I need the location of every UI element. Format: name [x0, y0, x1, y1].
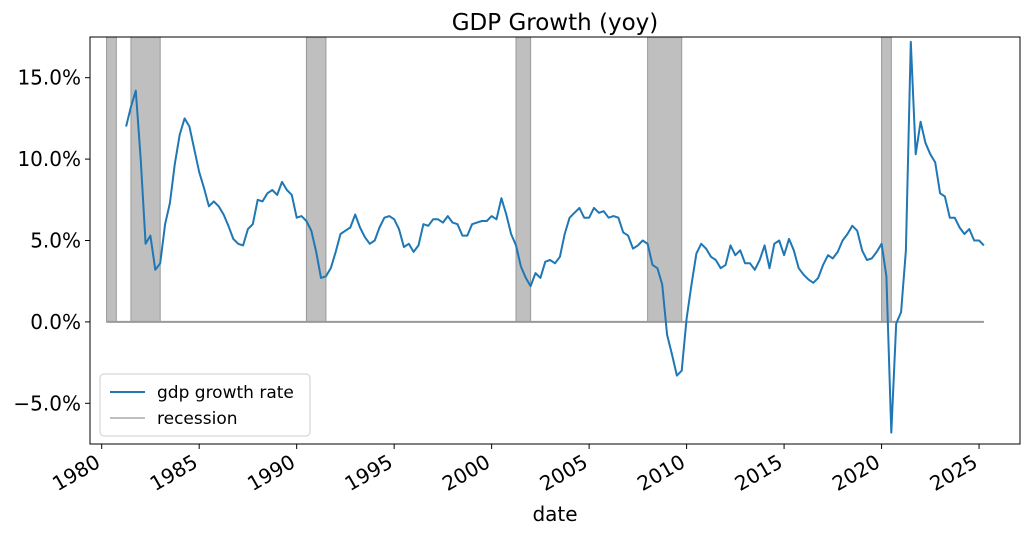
chart-title: GDP Growth (yoy) [452, 10, 659, 36]
y-tick-label: 5.0% [30, 229, 81, 253]
recession-band-5 [647, 36, 683, 323]
recession-bands [106, 36, 984, 323]
recession-band-1 [106, 36, 117, 323]
gdp-growth-line [125, 40, 985, 434]
y-tick-label: 0.0% [30, 310, 81, 334]
recession-band-3 [305, 36, 327, 323]
y-tick-label: −5.0% [13, 391, 81, 415]
legend-recession-label: recession [157, 409, 238, 429]
x-axis-label: date [532, 502, 577, 526]
legend-box [99, 373, 311, 437]
legend-gdp-label: gdp growth rate [157, 383, 294, 403]
y-tick-label: 15.0% [17, 66, 81, 90]
y-axis: −5.0% 0.0% 5.0% 10.0% 15.0% [13, 66, 90, 415]
recession-band-4 [515, 36, 532, 323]
legend: gdp growth rate recession [99, 373, 311, 437]
recession-band-2 [130, 36, 161, 323]
y-tick-label: 10.0% [17, 147, 81, 171]
series-lines [125, 40, 985, 434]
